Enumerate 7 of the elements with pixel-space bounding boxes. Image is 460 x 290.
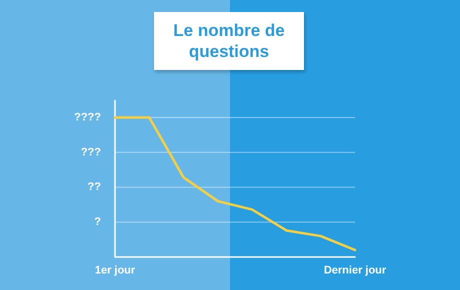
- x-tick-label: Dernier jour: [324, 264, 387, 276]
- text: ???: [80, 146, 102, 158]
- x-tick-label: 1er jour: [94, 264, 136, 276]
- text: ??: [88, 181, 102, 194]
- chart-title: Le nombre de questions: [154, 12, 304, 70]
- text: ????: [74, 111, 102, 124]
- text: ?: [94, 216, 102, 228]
